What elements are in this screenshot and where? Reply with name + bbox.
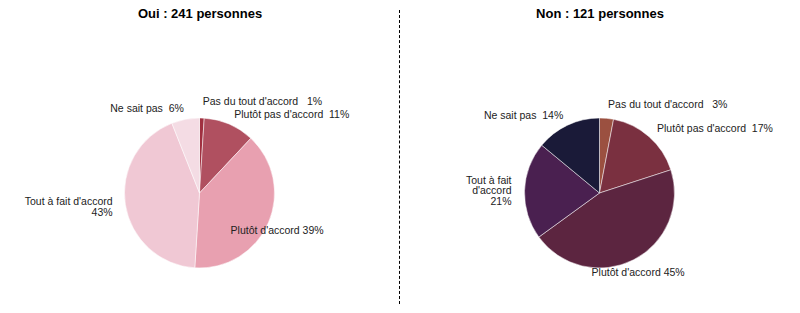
svg-text:Pas du tout d'accord 1%: Pas du tout d'accord 1%: [203, 95, 322, 107]
svg-text:Tout à fait d'accord43%: Tout à fait d'accord43%: [25, 195, 113, 218]
svg-text:Pas du tout d'accord 3%: Pas du tout d'accord 3%: [608, 98, 727, 110]
svg-text:Plutôt d'accord 39%: Plutôt d'accord 39%: [231, 224, 324, 236]
svg-text:Oui : 241 personnes: Oui : 241 personnes: [138, 6, 262, 21]
svg-text:Plutôt pas d'accord 11%: Plutôt pas d'accord 11%: [234, 108, 349, 120]
svg-text:Tout à faitd'accord21%: Tout à faitd'accord21%: [466, 174, 512, 207]
svg-text:Ne sait pas 14%: Ne sait pas 14%: [484, 109, 563, 121]
svg-text:Ne sait pas 6%: Ne sait pas 6%: [110, 102, 184, 114]
svg-text:Non : 121 personnes: Non : 121 personnes: [536, 6, 664, 21]
svg-text:Plutôt pas d'accord 17%: Plutôt pas d'accord 17%: [657, 122, 773, 134]
svg-text:Plutôt d'accord 45%: Plutôt d'accord 45%: [592, 266, 685, 278]
